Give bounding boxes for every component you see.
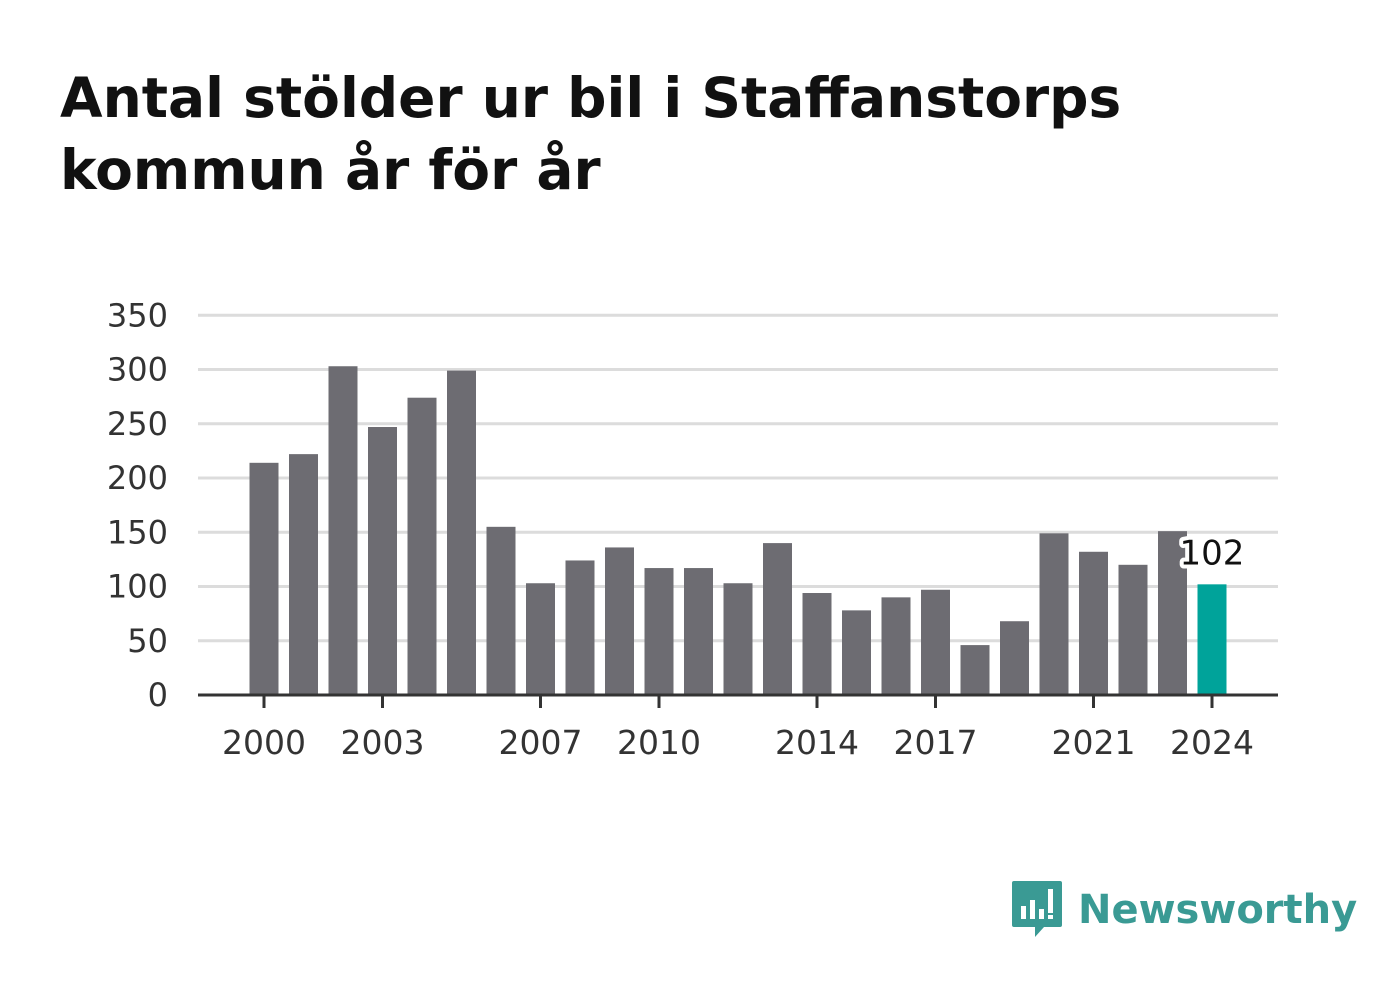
x-tick-label: 2000 <box>222 723 306 762</box>
bar-highlighted <box>1197 584 1227 695</box>
bar <box>1000 621 1029 695</box>
bar <box>1118 564 1148 695</box>
brand-name: Newsworthy <box>1078 887 1358 933</box>
y-tick-label: 100 <box>107 568 168 606</box>
y-tick-label: 150 <box>107 513 168 551</box>
bar <box>328 366 358 695</box>
bar <box>802 593 832 695</box>
x-tick-label: 2024 <box>1170 723 1254 762</box>
bar <box>1158 531 1187 695</box>
y-tick-label: 50 <box>127 622 168 660</box>
bar <box>881 597 911 695</box>
bar <box>960 645 990 695</box>
y-tick-label: 0 <box>148 676 168 714</box>
bar <box>486 526 516 695</box>
x-tick-label: 2014 <box>775 723 859 762</box>
y-axis-tick-labels: 0 50 100 150 200 250 300 350 <box>107 296 168 714</box>
brand-logo: Newsworthy <box>1010 878 1357 942</box>
y-tick-label: 250 <box>107 405 168 443</box>
bar <box>368 427 397 695</box>
x-tick-label: 2021 <box>1052 723 1136 762</box>
bar <box>565 560 595 695</box>
bar <box>447 370 476 695</box>
bar <box>407 397 437 695</box>
bar <box>842 610 871 695</box>
bar <box>249 462 279 695</box>
bar <box>289 454 318 695</box>
x-tick-label: 2017 <box>894 723 978 762</box>
x-tick-label: 2003 <box>341 723 425 762</box>
x-tick-label: 2010 <box>617 723 701 762</box>
speech-bubble-bar-chart-icon <box>1012 881 1062 937</box>
bar <box>1039 533 1069 695</box>
chart-title: Antal stölder ur bil i Staffanstorps kom… <box>60 66 1122 202</box>
bars <box>249 366 1227 695</box>
x-axis-ticks: 2000 2003 2007 2010 2014 2017 2021 2024 <box>222 695 1254 762</box>
bar <box>684 568 713 695</box>
bar <box>605 547 634 695</box>
y-tick-label: 300 <box>107 351 168 389</box>
bar <box>723 583 753 695</box>
bar <box>921 589 950 695</box>
data-labels: 102 <box>1176 529 1249 577</box>
bar <box>526 583 555 695</box>
y-tick-label: 350 <box>107 296 168 334</box>
y-tick-label: 200 <box>107 459 168 497</box>
x-tick-label: 2007 <box>499 723 583 762</box>
bar <box>763 543 792 695</box>
bar <box>1079 551 1108 695</box>
data-label: 102 <box>1180 533 1245 573</box>
bar <box>644 568 674 695</box>
